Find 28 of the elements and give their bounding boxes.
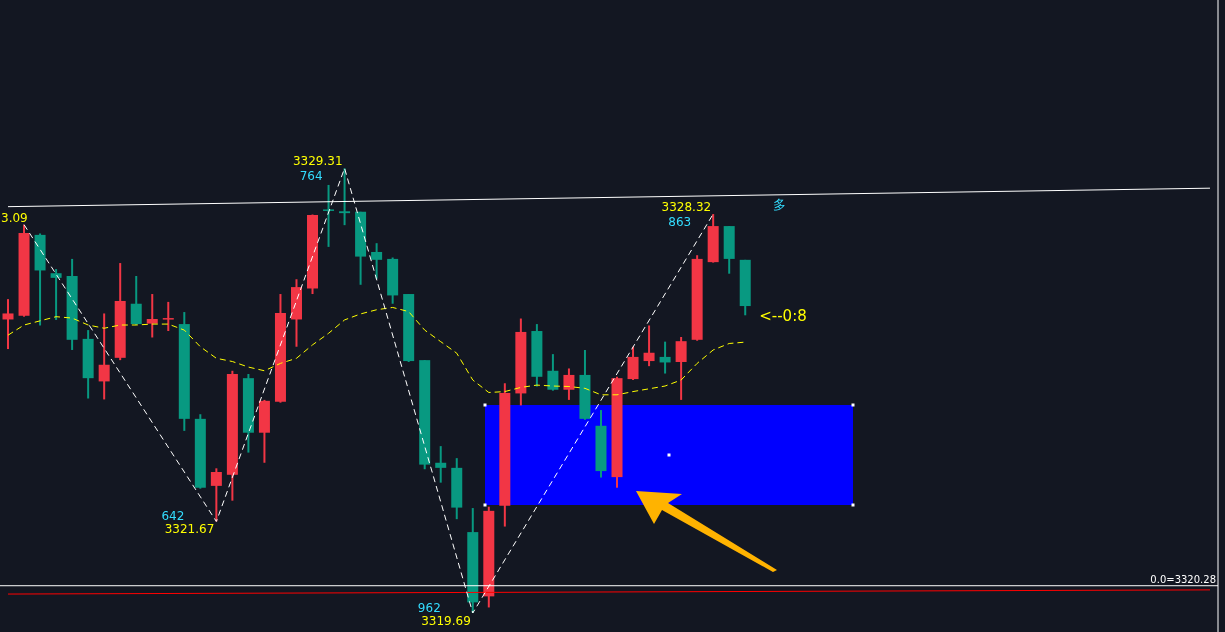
data-label: 3328.32 xyxy=(661,200,712,215)
candlestick xyxy=(323,183,335,248)
annotation: <--0:8 xyxy=(759,307,807,326)
candlestick xyxy=(563,367,575,401)
annotation: 642 xyxy=(161,509,185,524)
data-label: 3319.69 xyxy=(421,614,471,628)
annotation: 3.09 xyxy=(1,210,28,225)
candlestick xyxy=(675,336,687,401)
candlestick xyxy=(130,275,142,327)
annotation: 863 xyxy=(668,215,692,230)
ref-line-label: 0.0=3320.28 xyxy=(1150,573,1216,585)
candlestick xyxy=(146,293,158,339)
candlestick xyxy=(339,167,351,227)
candlestick xyxy=(98,312,110,401)
candlestick xyxy=(162,300,174,333)
candlestick xyxy=(2,298,14,351)
annotation: 多 xyxy=(773,197,787,213)
data-label: 3329.31 xyxy=(292,154,343,169)
candlestick xyxy=(547,353,559,392)
candlestick xyxy=(659,340,671,375)
data-label: 3321.67 xyxy=(164,522,215,537)
candlestick xyxy=(627,345,639,382)
candlestick xyxy=(435,445,447,484)
candlestick xyxy=(50,268,62,321)
candlestick xyxy=(371,242,383,280)
annotation: 764 xyxy=(299,169,323,184)
annotation: 962 xyxy=(417,601,441,615)
candlestick xyxy=(643,324,655,368)
